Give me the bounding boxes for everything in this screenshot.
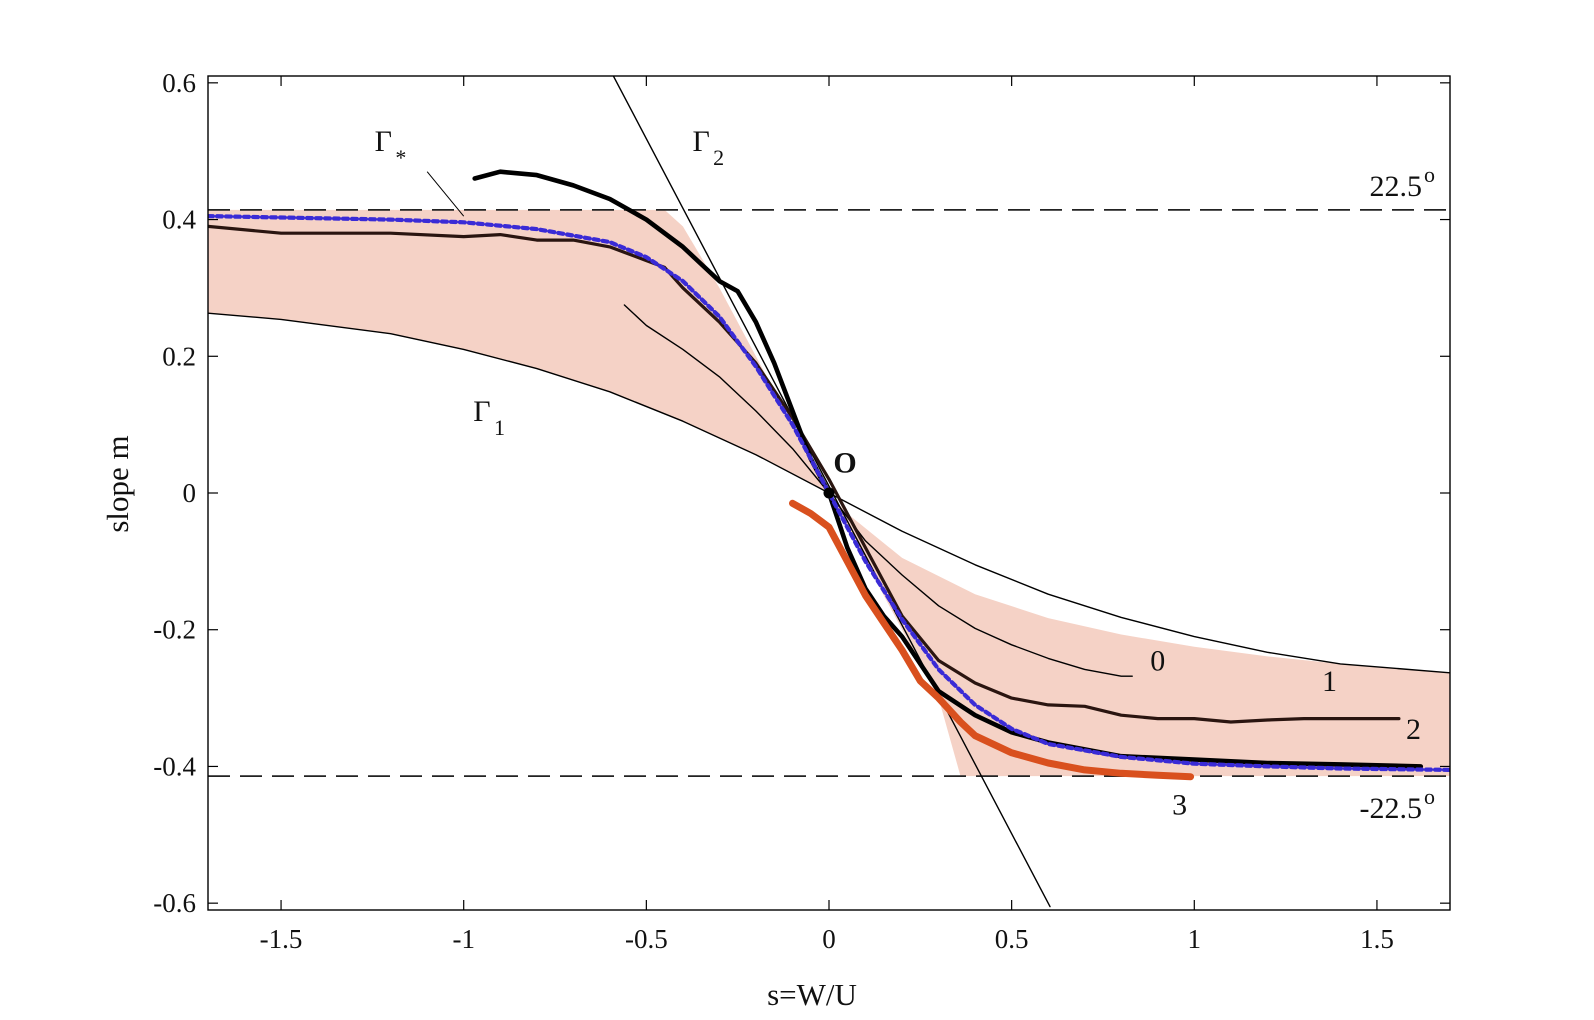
gamma-2-label-sub: 2 xyxy=(713,145,724,170)
curve-1-label: 1 xyxy=(1322,665,1337,698)
curve-2-label: 2 xyxy=(1406,713,1421,746)
origin-label: O xyxy=(833,446,856,479)
series-curve-3 xyxy=(789,499,1195,781)
y-tick-label: -0.4 xyxy=(153,751,196,781)
gamma-2-label: Γ xyxy=(692,125,709,158)
y-tick-label: 0.6 xyxy=(162,68,196,98)
gamma-1-label: Γ xyxy=(473,395,490,428)
reference-label-lower-bound: -22.5 xyxy=(1360,792,1423,825)
x-tick-label: 1.5 xyxy=(1360,924,1394,954)
y-tick-label: 0 xyxy=(183,478,197,508)
x-tick-label: -1 xyxy=(452,924,475,954)
curve-0-label: 0 xyxy=(1150,645,1165,678)
y-tick-label: -0.6 xyxy=(153,888,196,918)
gamma-star-label-sub: * xyxy=(395,145,406,170)
x-tick-label: 0 xyxy=(822,924,836,954)
series-curve-1 xyxy=(208,224,1401,724)
y-tick-label: 0.4 xyxy=(162,205,196,235)
gamma-1-label-sub: 1 xyxy=(494,415,505,440)
curve-3-label: 3 xyxy=(1172,788,1187,821)
y-tick-label: 0.2 xyxy=(162,341,196,371)
reference-label-sup-lower-bound: o xyxy=(1424,784,1435,809)
x-tick-label: -0.5 xyxy=(625,924,668,954)
shaded-region xyxy=(208,209,1450,777)
x-tick-label: -1.5 xyxy=(260,924,303,954)
plot-data-group xyxy=(208,76,1450,908)
y-tick-label: -0.2 xyxy=(153,615,196,645)
gamma-star-leader xyxy=(426,171,465,217)
origin-point xyxy=(823,487,835,499)
x-tick-label: 1 xyxy=(1188,924,1202,954)
reference-label-sup-upper-bound: o xyxy=(1424,162,1435,187)
series-curve-0 xyxy=(623,304,1133,677)
x-axis-title: s=W/U xyxy=(767,977,857,1012)
plot-area: -1.5 -1 -0.5 0 0.5 1 1.5 0.6 0.4 0.2 0 -0.2 -0.4 -0.6… xyxy=(153,68,1451,954)
y-axis-title: slope m xyxy=(100,435,135,532)
x-tick-label: 0.5 xyxy=(995,924,1029,954)
gamma-star-label: Γ xyxy=(375,125,392,158)
reference-label-upper-bound: 22.5 xyxy=(1370,170,1423,203)
